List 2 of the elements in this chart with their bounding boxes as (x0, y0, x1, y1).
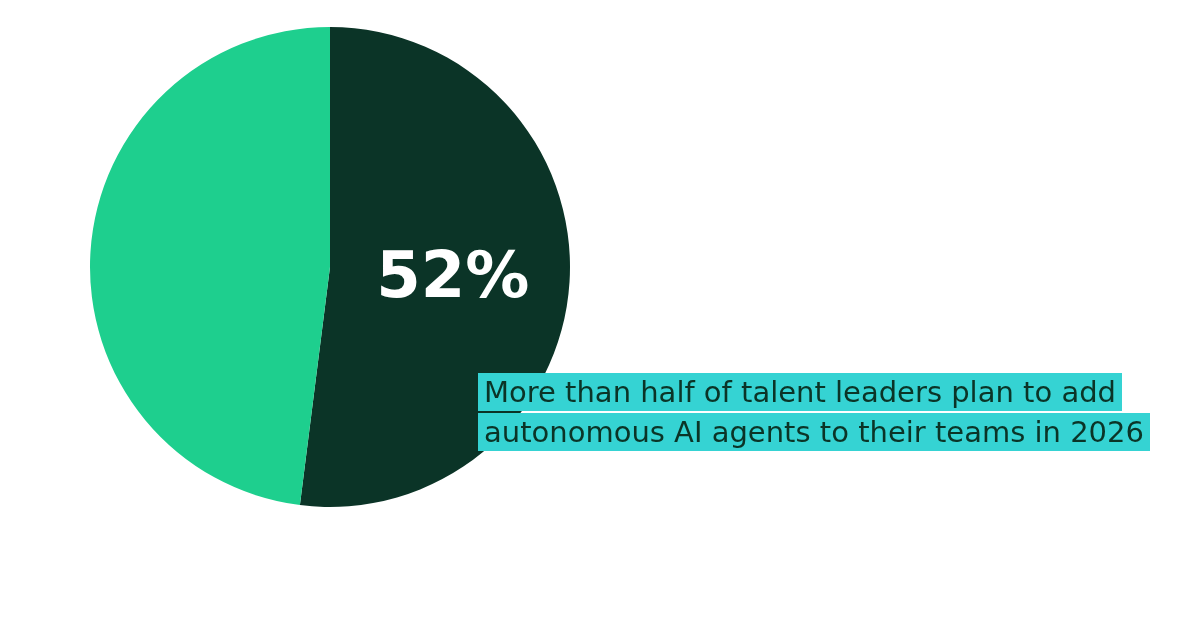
text: More than half of talent leaders plan to add autonomous AI agents to their teams in 2026 (478, 373, 1150, 451)
data-label: 52% (376, 237, 530, 312)
